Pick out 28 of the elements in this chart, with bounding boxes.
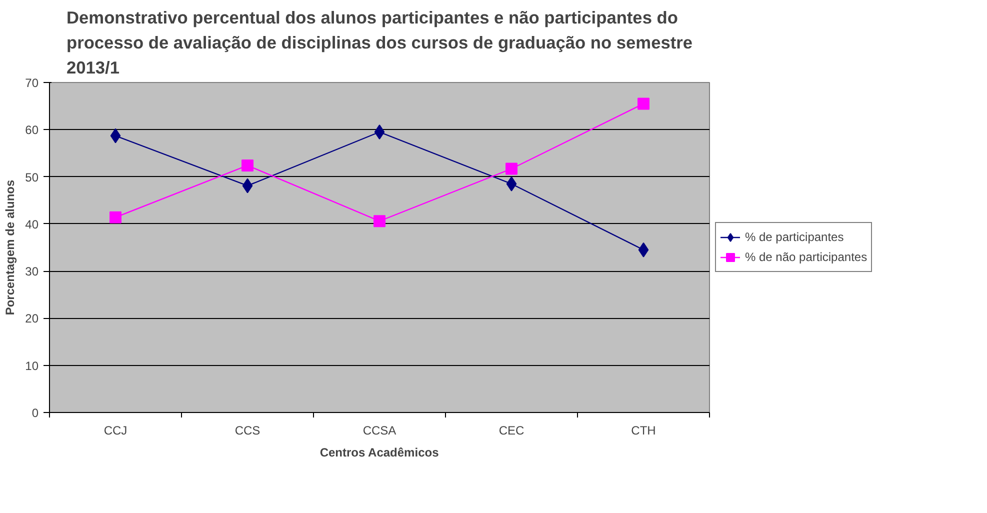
point: [110, 128, 121, 144]
point: [374, 215, 386, 228]
x-axis-title: Centros Acadêmicos: [320, 446, 440, 460]
point: [638, 242, 649, 258]
point: [374, 124, 385, 140]
legend-label: % de participantes: [745, 230, 844, 244]
point: [242, 159, 254, 172]
y-tick-label: 20: [25, 312, 39, 326]
x-tick-label: CTH: [631, 424, 656, 438]
point: [242, 178, 253, 194]
x-tick-label: CEC: [498, 424, 524, 438]
x-tick-label: CCSA: [362, 424, 396, 438]
point: [110, 211, 122, 224]
chart-title: Demonstrativo percentual dos alunos participantes e não participantes do processo de avaliação de disciplinas dos cursos de graduação no semestre 2013/1: [66, 8, 693, 78]
y-tick-label: 70: [25, 76, 39, 90]
y-tick-label: 50: [25, 170, 39, 184]
point: [506, 176, 517, 192]
y-tick-label: 0: [32, 406, 39, 420]
legend-label: % de não participantes: [745, 250, 868, 264]
y-tick-label: 40: [25, 217, 39, 232]
x-tick-label: CCJ: [104, 424, 128, 438]
point: [506, 162, 518, 175]
y-tick-label: 60: [25, 123, 39, 138]
y-tick-label: 10: [25, 358, 39, 373]
x-tick-label: CCS: [234, 424, 260, 438]
y-axis-title: Porcentagem de alunos: [3, 179, 18, 316]
y-tick-label: 30: [25, 264, 39, 279]
point: [638, 98, 650, 110]
